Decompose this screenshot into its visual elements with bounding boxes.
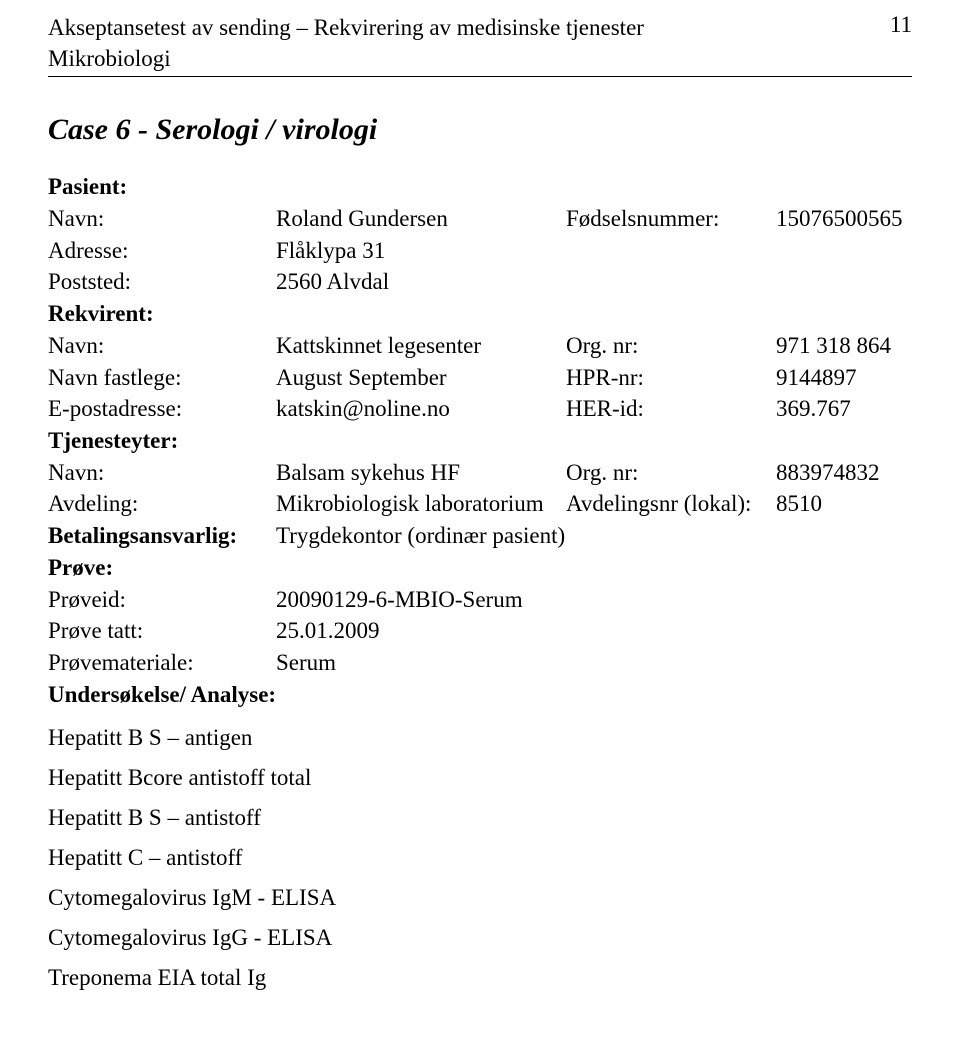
tjenesteyter-avdeling-row: Avdeling: Mikrobiologisk laboratorium Av… — [48, 488, 912, 520]
prove-id-label: Prøveid: — [48, 584, 276, 616]
page-number: 11 — [878, 12, 912, 38]
prove-tatt-label: Prøve tatt: — [48, 615, 276, 647]
tjenesteyter-orgnr-label: Org. nr: — [566, 457, 776, 489]
rekvirent-section-title: Rekvirent: — [48, 298, 912, 330]
tjenesteyter-avdeling-label: Avdeling: — [48, 488, 276, 520]
page-header: Akseptansetest av sending – Rekvirering … — [48, 12, 912, 77]
tjenesteyter-avdeling-value: Mikrobiologisk laboratorium — [276, 488, 566, 520]
case-heading: Case 6 - Serologi / virologi — [48, 113, 912, 147]
tjenesteyter-avdnr-label: Avdelingsnr (lokal): — [566, 488, 776, 520]
rekvirent-herid-label: HER-id: — [566, 393, 776, 425]
rekvirent-orgnr-label: Org. nr: — [566, 330, 776, 362]
rekvirent-herid-value: 369.767 — [776, 393, 912, 425]
betaling-label: Betalingsansvarlig: — [48, 520, 276, 552]
pasient-navn-row: Navn: Roland Gundersen Fødselsnummer: 15… — [48, 203, 912, 235]
tjenesteyter-navn-label: Navn: — [48, 457, 276, 489]
tjenesteyter-section-title: Tjenesteyter: — [48, 425, 912, 457]
rekvirent-navn-value: Kattskinnet legesenter — [276, 330, 566, 362]
rekvirent-orgnr-value: 971 318 864 — [776, 330, 912, 362]
pasient-poststed-value: 2560 Alvdal — [276, 266, 566, 298]
rekvirent-navn-label: Navn: — [48, 330, 276, 362]
tjenesteyter-navn-value: Balsam sykehus HF — [276, 457, 566, 489]
pasient-fodsel-label: Fødselsnummer: — [566, 203, 776, 235]
rekvirent-navn-row: Navn: Kattskinnet legesenter Org. nr: 97… — [48, 330, 912, 362]
analysis-item: Treponema EIA total Ig — [48, 965, 912, 991]
analysis-item: Hepatitt B S – antistoff — [48, 805, 912, 831]
prove-section-title: Prøve: — [48, 552, 912, 584]
rekvirent-hpr-label: HPR-nr: — [566, 362, 776, 394]
analysis-item: Hepatitt B S – antigen — [48, 725, 912, 751]
tjenesteyter-navn-row: Navn: Balsam sykehus HF Org. nr: 8839748… — [48, 457, 912, 489]
pasient-section-title: Pasient: — [48, 171, 912, 203]
rekvirent-epost-value: katskin@noline.no — [276, 393, 566, 425]
prove-materiale-row: Prøvemateriale: Serum — [48, 647, 912, 679]
pasient-adresse-row: Adresse: Flåklypa 31 — [48, 235, 912, 267]
pasient-poststed-label: Poststed: — [48, 266, 276, 298]
pasient-adresse-label: Adresse: — [48, 235, 276, 267]
betaling-row: Betalingsansvarlig: Trygdekontor (ordinæ… — [48, 520, 912, 552]
analysis-list: Hepatitt B S – antigen Hepatitt Bcore an… — [48, 725, 912, 991]
pasient-navn-value: Roland Gundersen — [276, 203, 566, 235]
betaling-value: Trygdekontor (ordinær pasient) — [276, 520, 566, 552]
pasient-navn-label: Navn: — [48, 203, 276, 235]
pasient-adresse-value: Flåklypa 31 — [276, 235, 566, 267]
rekvirent-hpr-value: 9144897 — [776, 362, 912, 394]
rekvirent-epost-row: E-postadresse: katskin@noline.no HER-id:… — [48, 393, 912, 425]
tjenesteyter-avdnr-value: 8510 — [776, 488, 912, 520]
prove-id-value: 20090129-6-MBIO-Serum — [276, 584, 566, 616]
prove-tatt-row: Prøve tatt: 25.01.2009 — [48, 615, 912, 647]
document-page: Akseptansetest av sending – Rekvirering … — [0, 0, 960, 1045]
analysis-item: Hepatitt C – antistoff — [48, 845, 912, 871]
tjenesteyter-orgnr-value: 883974832 — [776, 457, 912, 489]
rekvirent-fastlege-row: Navn fastlege: August September HPR-nr: … — [48, 362, 912, 394]
analysis-item: Cytomegalovirus IgM - ELISA — [48, 885, 912, 911]
header-title-line1: Akseptansetest av sending – Rekvirering … — [48, 15, 644, 40]
prove-materiale-label: Prøvemateriale: — [48, 647, 276, 679]
header-title-line2: Mikrobiologi — [48, 46, 171, 71]
rekvirent-fastlege-label: Navn fastlege: — [48, 362, 276, 394]
rekvirent-epost-label: E-postadresse: — [48, 393, 276, 425]
prove-materiale-value: Serum — [276, 647, 566, 679]
pasient-poststed-row: Poststed: 2560 Alvdal — [48, 266, 912, 298]
pasient-fodsel-value: 15076500565 — [776, 203, 912, 235]
prove-id-row: Prøveid: 20090129-6-MBIO-Serum — [48, 584, 912, 616]
header-title: Akseptansetest av sending – Rekvirering … — [48, 12, 644, 74]
analysis-item: Cytomegalovirus IgG - ELISA — [48, 925, 912, 951]
analysis-item: Hepatitt Bcore antistoff total — [48, 765, 912, 791]
analyse-section-title: Undersøkelse/ Analyse: — [48, 679, 912, 711]
rekvirent-fastlege-value: August September — [276, 362, 566, 394]
prove-tatt-value: 25.01.2009 — [276, 615, 566, 647]
